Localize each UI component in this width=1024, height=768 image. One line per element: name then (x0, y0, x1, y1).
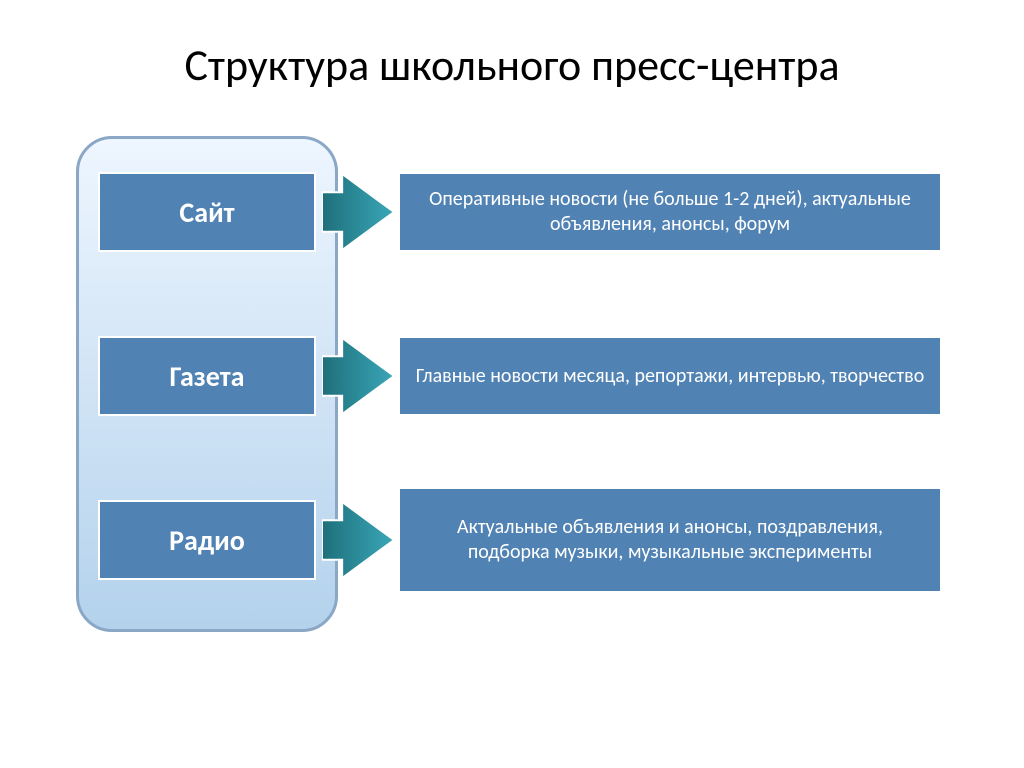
category-radio-label: Радио (169, 523, 245, 558)
description-newspaper-text: Главные новости месяца, репортажи, интер… (416, 364, 925, 389)
description-radio-text: Актуальные объявления и анонсы, поздравл… (414, 515, 926, 565)
description-newspaper: Главные новости месяца, репортажи, интер… (398, 336, 942, 416)
slide-title: Структура школьного пресс-центра (0, 38, 1024, 92)
slide: Структура школьного пресс-центра Сайт Га… (0, 0, 1024, 768)
category-newspaper-label: Газета (170, 359, 245, 394)
description-radio: Актуальные объявления и анонсы, поздравл… (398, 487, 942, 593)
category-radio: Радио (98, 500, 316, 580)
category-newspaper: Газета (98, 336, 316, 416)
arrow-icon (322, 174, 394, 250)
arrow-icon (322, 502, 394, 578)
arrow-icon (322, 338, 394, 414)
description-site: Оперативные новости (не больше 1-2 дней)… (398, 172, 942, 252)
category-site-label: Сайт (179, 195, 234, 230)
category-site: Сайт (98, 172, 316, 252)
description-site-text: Оперативные новости (не больше 1-2 дней)… (414, 187, 926, 237)
